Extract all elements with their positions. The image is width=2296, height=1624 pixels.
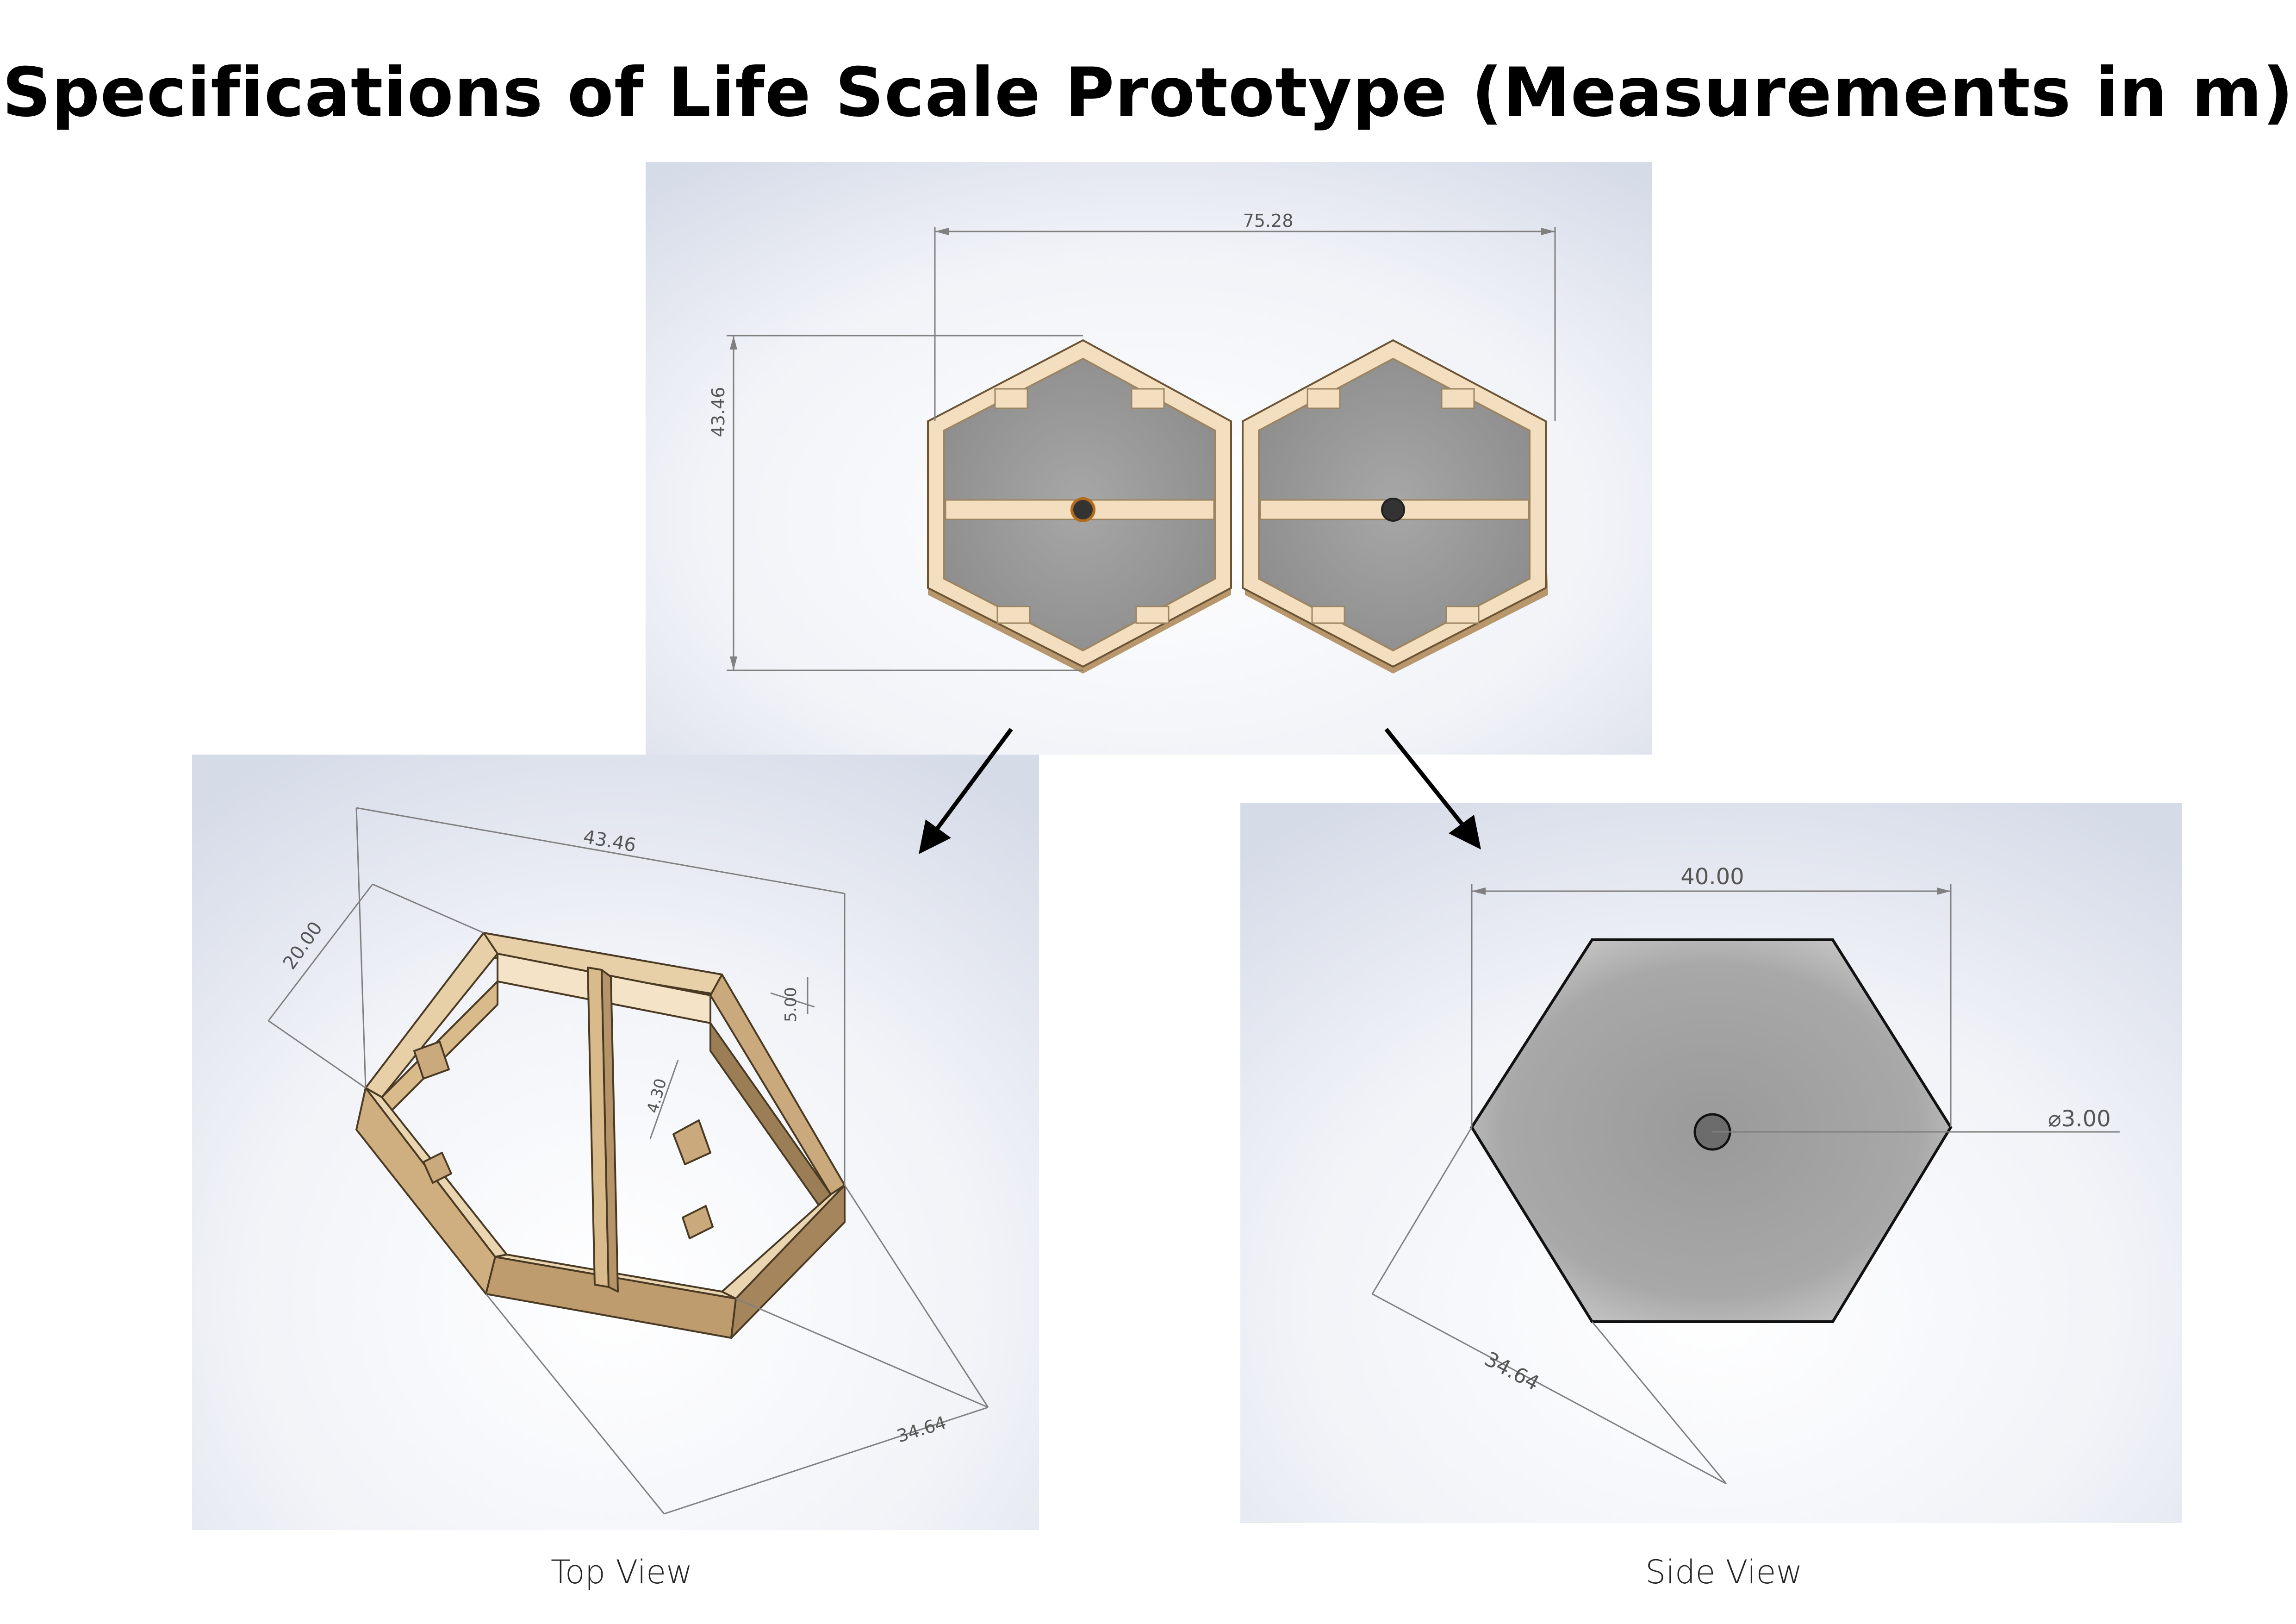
hex-frame-3d bbox=[355, 932, 846, 1339]
dim-arrow-left bbox=[1472, 887, 1486, 895]
dim-arrow-right bbox=[1937, 887, 1951, 895]
top-view-dimension-lines bbox=[268, 807, 989, 1515]
frame-depth-label: 5.00 bbox=[782, 987, 800, 1022]
height-dimension-label: 43.46 bbox=[708, 387, 728, 437]
side-view-dimension-lines bbox=[1371, 884, 2120, 1485]
dimension-width-top bbox=[934, 227, 1556, 421]
left-hexagon-frame bbox=[927, 339, 1232, 674]
width-dimension-label: 75.28 bbox=[1243, 211, 1294, 231]
left-hex-hole bbox=[1070, 497, 1095, 522]
top-assembly-drawing: 75.28 43.46 bbox=[646, 162, 1652, 755]
page-title: Specifications of Life Scale Prototype (… bbox=[2, 53, 2294, 132]
side-view-caption: Side View bbox=[1645, 1553, 1803, 1591]
dimension-height-top bbox=[727, 335, 1083, 671]
right-hexagon-frame bbox=[1242, 339, 1548, 674]
right-hex-hole bbox=[1381, 498, 1405, 522]
top-view-background bbox=[192, 755, 1039, 1530]
side-view-panel: 40.00 ⌀3.00 34.64 bbox=[1240, 803, 2182, 1523]
top-view-panel: 43.46 20.00 5.00 4.30 34.64 bbox=[192, 755, 1039, 1530]
top-view-caption: Top View bbox=[551, 1553, 693, 1591]
top-assembly-panel: 75.28 43.46 bbox=[646, 162, 1652, 755]
side-width-label: 40.00 bbox=[1680, 864, 1744, 890]
side-view-drawing: 40.00 ⌀3.00 34.64 bbox=[1240, 803, 2182, 1523]
top-view-drawing: 43.46 20.00 5.00 4.30 34.64 bbox=[192, 755, 1039, 1530]
hole-diameter-label: ⌀3.00 bbox=[2048, 1106, 2111, 1132]
